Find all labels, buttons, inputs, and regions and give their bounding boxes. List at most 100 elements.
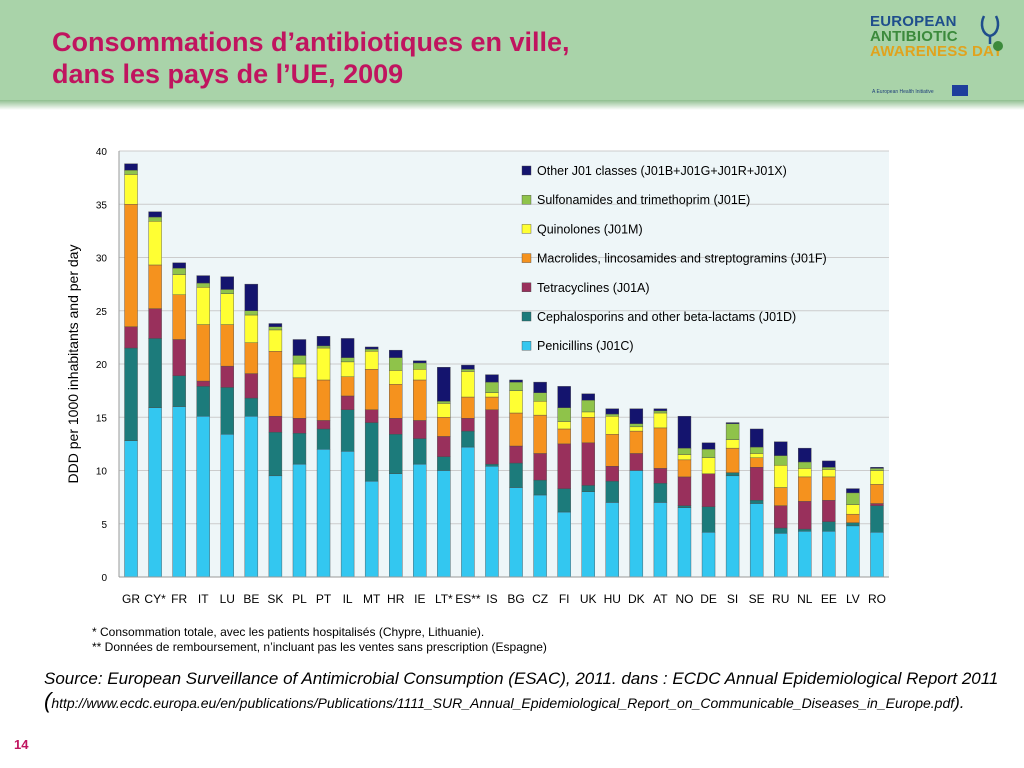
bar-segment bbox=[557, 386, 571, 408]
page-title-line2: dans les pays de l’UE, 2009 bbox=[52, 59, 404, 89]
bar-segment bbox=[292, 339, 307, 356]
bar-segment bbox=[485, 381, 499, 393]
bar-segment bbox=[413, 463, 427, 578]
legend-label: Cephalosporins and other beta-lactams (J… bbox=[537, 310, 796, 324]
bar-segment bbox=[461, 364, 475, 370]
bar-segment bbox=[798, 528, 812, 532]
bar-segment bbox=[677, 459, 692, 478]
bar-segment bbox=[413, 438, 427, 465]
page-title: Consommations d’antibiotiques en ville, … bbox=[52, 26, 570, 90]
bar-segment bbox=[244, 283, 259, 311]
bar-segment bbox=[124, 347, 138, 441]
bar-segment bbox=[461, 430, 475, 448]
bar-segment bbox=[220, 387, 234, 435]
legend-label: Other J01 classes (J01B+J01G+J01R+J01X) bbox=[537, 164, 787, 178]
bar-segment bbox=[749, 457, 764, 468]
bar-segment bbox=[822, 500, 836, 522]
bar-segment bbox=[389, 370, 403, 385]
bar-segment bbox=[581, 491, 595, 578]
x-tick-label: BE bbox=[243, 592, 259, 606]
x-tick-label: CY* bbox=[144, 592, 166, 606]
bar-segment bbox=[196, 287, 210, 325]
bar-segment bbox=[268, 351, 283, 417]
bar-segment bbox=[677, 507, 692, 578]
stethoscope-icon bbox=[980, 15, 1003, 51]
bar-segment bbox=[316, 428, 331, 450]
x-tick-label: RO bbox=[868, 592, 886, 606]
bar-segment bbox=[340, 451, 355, 578]
bar-segment bbox=[749, 446, 764, 454]
source-url: http://www.ecdc.europa.eu/en/publication… bbox=[51, 695, 955, 711]
bar-segment bbox=[533, 453, 547, 481]
bar-segment bbox=[196, 282, 210, 288]
bar-segment bbox=[557, 407, 571, 422]
bar-segment bbox=[389, 349, 403, 358]
bar-segment bbox=[316, 449, 331, 578]
bar-segment bbox=[461, 396, 475, 419]
bar-segment bbox=[629, 426, 644, 432]
bar-segment bbox=[268, 415, 283, 433]
bar-segment bbox=[340, 409, 355, 452]
bar-segment bbox=[124, 440, 138, 578]
bar-segment bbox=[846, 513, 860, 523]
bar-segment bbox=[124, 204, 138, 327]
footnote-1: * Consommation totale, avec les patients… bbox=[92, 625, 485, 639]
bar-segment bbox=[653, 483, 668, 503]
legend-swatch bbox=[521, 165, 532, 176]
bar-segment bbox=[557, 421, 571, 430]
logo-line2: ANTIBIOTIC bbox=[870, 28, 958, 45]
bar-segment bbox=[292, 363, 307, 379]
x-tick-label: FR bbox=[171, 592, 187, 606]
bar-segment bbox=[509, 412, 523, 447]
x-tick-label: GR bbox=[122, 592, 140, 606]
bar-segment bbox=[798, 468, 812, 478]
bar-segment bbox=[461, 369, 475, 372]
bar-segment bbox=[870, 484, 884, 504]
y-tick-label: 0 bbox=[101, 573, 107, 584]
x-tick-label: LV bbox=[846, 592, 860, 606]
bar-segment bbox=[533, 479, 547, 496]
x-tick-label: PL bbox=[292, 592, 307, 606]
bar-segment bbox=[749, 428, 764, 448]
bar-segment bbox=[124, 174, 138, 205]
bar-segment bbox=[172, 294, 186, 340]
y-tick-label: 35 bbox=[96, 200, 108, 211]
bar-segment bbox=[725, 439, 740, 449]
eu-flag-icon bbox=[952, 85, 968, 96]
bar-segment bbox=[725, 472, 740, 477]
x-tick-label: UK bbox=[580, 592, 597, 606]
bar-segment bbox=[677, 476, 692, 506]
bar-segment bbox=[749, 500, 764, 504]
bar-segment bbox=[725, 447, 740, 473]
bar-segment bbox=[340, 357, 355, 363]
bar-segment bbox=[437, 470, 451, 578]
bar-segment bbox=[244, 415, 259, 578]
bar-segment bbox=[846, 504, 860, 515]
bar-segment bbox=[533, 392, 547, 402]
bar-segment bbox=[822, 531, 836, 578]
bar-segment bbox=[148, 221, 162, 266]
bar-segment bbox=[148, 308, 162, 339]
bar-segment bbox=[220, 276, 234, 290]
bar-segment bbox=[461, 418, 475, 432]
bar-segment bbox=[605, 480, 619, 503]
bar-segment bbox=[316, 336, 331, 347]
bar-segment bbox=[461, 446, 475, 578]
bar-segment bbox=[268, 475, 283, 578]
x-tick-label: LU bbox=[220, 592, 235, 606]
bar-segment bbox=[605, 434, 619, 467]
bar-segment bbox=[437, 403, 451, 418]
bar-segment bbox=[340, 338, 355, 358]
x-tick-label: MT bbox=[363, 592, 381, 606]
y-tick-label: 15 bbox=[96, 413, 108, 424]
bar-segment bbox=[557, 511, 571, 578]
x-tick-label: HR bbox=[387, 592, 405, 606]
bar-segment bbox=[244, 373, 259, 399]
bar-segment bbox=[629, 453, 644, 471]
bar-segment bbox=[220, 365, 234, 388]
bar-segment bbox=[244, 397, 259, 417]
bar-segment bbox=[485, 374, 499, 383]
bar-segment bbox=[798, 501, 812, 530]
bar-segment bbox=[292, 433, 307, 465]
x-tick-label: LT* bbox=[435, 592, 453, 606]
